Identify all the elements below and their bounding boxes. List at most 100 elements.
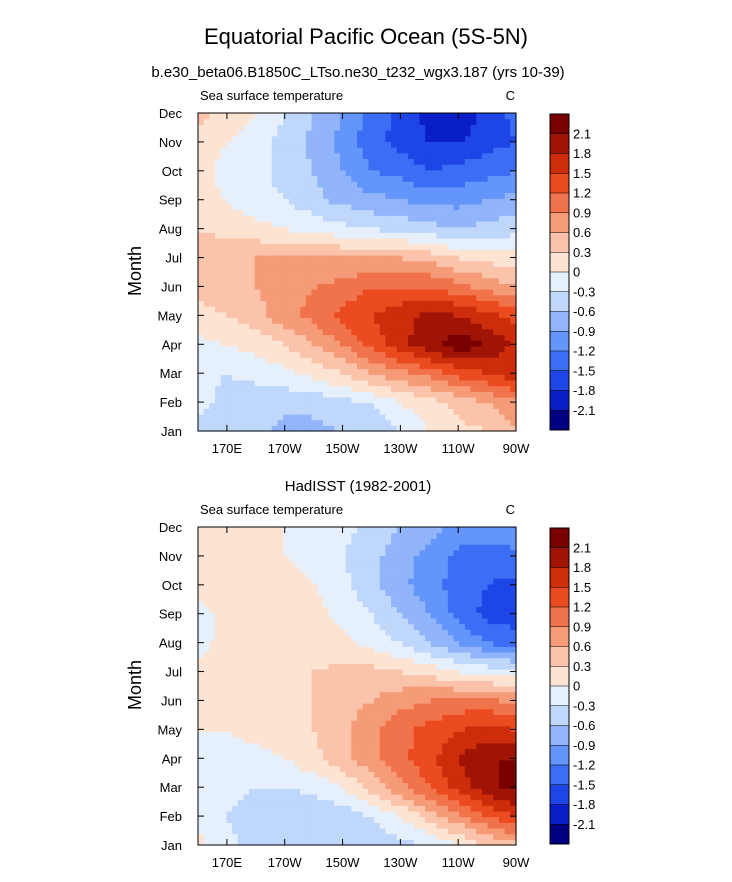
field-cell <box>260 759 267 767</box>
field-cell <box>294 419 301 426</box>
field-cell <box>436 192 443 199</box>
field-cell <box>209 243 216 250</box>
field-cell <box>498 379 506 387</box>
field-cell <box>470 425 477 432</box>
field-cell <box>311 181 318 188</box>
field-cell <box>288 402 296 409</box>
field-cell <box>328 703 335 710</box>
field-cell <box>305 266 313 273</box>
field-cell <box>362 816 369 823</box>
field-cell <box>345 816 352 823</box>
field-cell <box>419 793 426 801</box>
field-cell <box>436 141 443 148</box>
field-cell <box>481 340 489 347</box>
field-cell <box>328 147 335 154</box>
field-cell <box>402 379 409 387</box>
field-cell <box>294 226 301 233</box>
field-cell <box>481 822 489 829</box>
field-cell <box>425 720 432 727</box>
field-cell <box>203 714 210 721</box>
field-cell <box>476 782 483 789</box>
field-cell <box>271 272 279 279</box>
field-cell <box>487 748 494 755</box>
field-cell <box>442 158 449 165</box>
field-cell <box>459 379 466 387</box>
field-cell <box>425 317 432 324</box>
field-cell <box>470 771 477 778</box>
field-cell <box>237 254 245 262</box>
field-cell <box>487 402 494 409</box>
field-cell <box>419 130 426 137</box>
field-cell <box>357 198 364 205</box>
field-cell <box>379 782 386 789</box>
field-cell <box>266 306 273 313</box>
field-cell <box>453 782 460 789</box>
field-cell <box>351 141 358 148</box>
field-cell <box>447 697 455 704</box>
field-cell <box>476 805 483 812</box>
field-cell <box>357 323 364 330</box>
field-cell <box>357 668 364 676</box>
field-cell <box>305 703 313 710</box>
field-cell <box>498 714 506 721</box>
field-cell <box>510 391 517 398</box>
field-cell <box>232 175 239 182</box>
field-cell <box>339 272 347 279</box>
field-cell <box>260 152 267 160</box>
field-cell <box>351 266 358 273</box>
field-cell <box>402 147 409 154</box>
field-cell <box>254 209 262 216</box>
field-cell <box>203 788 210 795</box>
field-cell <box>408 175 415 182</box>
field-cell <box>481 351 489 358</box>
field-cell <box>232 425 239 432</box>
field-cell <box>481 765 489 772</box>
field-cell <box>374 323 381 330</box>
field-cell <box>328 379 335 387</box>
field-cell <box>294 674 301 681</box>
field-cell <box>254 754 262 761</box>
field-cell <box>436 391 443 398</box>
field-cell <box>339 827 347 835</box>
field-cell <box>339 839 347 846</box>
field-cell <box>334 827 341 835</box>
field-cell <box>357 260 364 267</box>
field-cell <box>220 765 227 772</box>
field-cell <box>459 130 466 137</box>
field-cell <box>504 357 511 364</box>
field-cell <box>198 147 205 154</box>
field-cell <box>260 686 267 693</box>
field-cell <box>504 805 511 812</box>
field-cell <box>487 782 494 789</box>
field-cell <box>317 799 324 806</box>
field-cell <box>498 323 506 330</box>
field-cell <box>498 113 506 120</box>
colorbar-label: 1.5 <box>573 166 591 181</box>
field-cell <box>357 391 364 398</box>
field-cell <box>300 135 307 142</box>
field-cell <box>402 805 409 812</box>
field-cell <box>487 249 494 256</box>
field-cell <box>510 209 517 216</box>
field-cell <box>476 203 483 211</box>
field-cell <box>476 362 483 370</box>
field-cell <box>322 805 330 812</box>
field-cell <box>288 771 296 778</box>
field-cell <box>357 232 364 239</box>
field-cell <box>368 833 375 840</box>
field-cell <box>339 402 347 409</box>
field-cell <box>254 124 262 131</box>
field-cell <box>408 765 415 772</box>
field-cell <box>254 203 262 211</box>
field-cell <box>203 680 210 687</box>
field-cell <box>481 754 489 761</box>
field-cell <box>357 135 364 142</box>
field-cell <box>470 362 477 370</box>
field-cell <box>362 237 369 245</box>
field-cell <box>402 181 409 188</box>
field-cell <box>339 771 347 778</box>
field-cell <box>357 113 364 120</box>
field-cell <box>266 124 273 131</box>
field-cell <box>288 220 296 228</box>
field-cell <box>283 220 290 228</box>
